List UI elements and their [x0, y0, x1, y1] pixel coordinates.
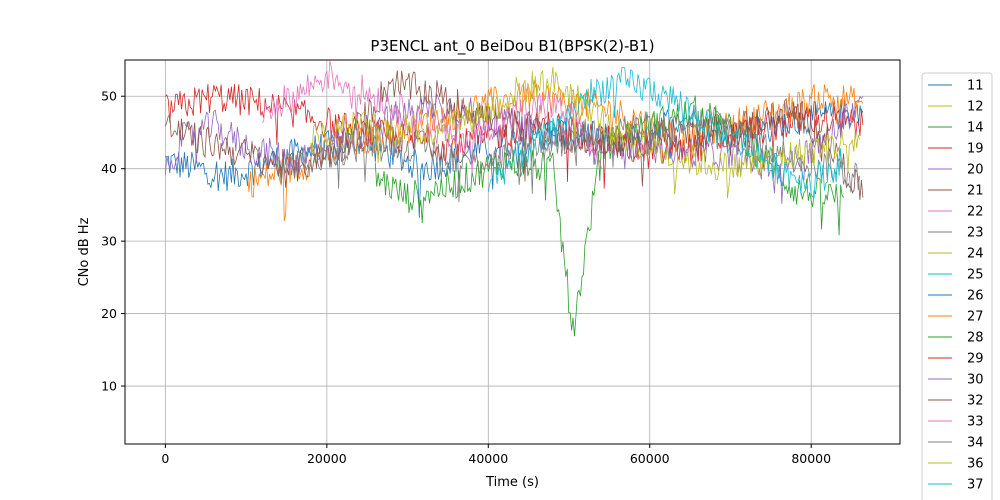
series-line-22 [261, 60, 602, 175]
y-tick-label: 10 [101, 379, 117, 394]
legend-label-36: 36 [967, 457, 984, 472]
y-tick-label: 30 [101, 234, 117, 249]
legend-label-24: 24 [967, 247, 984, 262]
series-line-14 [374, 95, 844, 337]
x-tick-label: 40000 [468, 451, 508, 466]
legend-label-27: 27 [967, 310, 984, 325]
legend-label-25: 25 [967, 268, 984, 283]
legend-label-30: 30 [967, 373, 984, 388]
x-tick-label: 20000 [307, 451, 347, 466]
legend-label-26: 26 [967, 289, 984, 304]
y-tick-label: 50 [101, 89, 117, 104]
x-tick-label: 0 [161, 451, 169, 466]
legend-label-23: 23 [967, 226, 984, 241]
legend-label-28: 28 [967, 331, 984, 346]
legend-label-14: 14 [967, 121, 984, 136]
series-line-25 [487, 66, 844, 198]
y-axis-label: CNo dB Hz [77, 217, 92, 286]
x-tick-label: 60000 [630, 451, 670, 466]
legend-label-37: 37 [967, 478, 984, 493]
y-tick-label: 40 [101, 161, 117, 176]
legend-label-19: 19 [967, 142, 984, 157]
legend-label-33: 33 [967, 415, 984, 430]
axis-ticks: 0 20000 40000 60000 80000 10 20 30 40 50 [101, 89, 831, 466]
legend-label-34: 34 [967, 436, 984, 451]
chart-title: P3ENCL ant_0 BeiDou B1(BPSK(2)-B1) [370, 37, 654, 56]
plot-frame [124, 59, 901, 445]
x-axis-label: Time (s) [485, 475, 539, 490]
legend-label-11: 11 [967, 79, 984, 94]
series-line-21 [165, 70, 864, 200]
series-line-23 [278, 106, 860, 203]
legend-box [921, 72, 993, 500]
legend-label-21: 21 [967, 184, 984, 199]
y-tick-label: 20 [101, 306, 117, 321]
legend: 11 12 14 19 20 21 22 23 24 25 26 27 28 29 30 32 33 34 36 37 [921, 72, 993, 500]
legend-label-22: 22 [967, 205, 984, 220]
plot-area [165, 60, 864, 337]
legend-label-32: 32 [967, 394, 984, 409]
x-tick-label: 80000 [791, 451, 831, 466]
legend-label-12: 12 [967, 100, 984, 115]
legend-label-20: 20 [967, 163, 984, 178]
legend-label-29: 29 [967, 352, 984, 367]
